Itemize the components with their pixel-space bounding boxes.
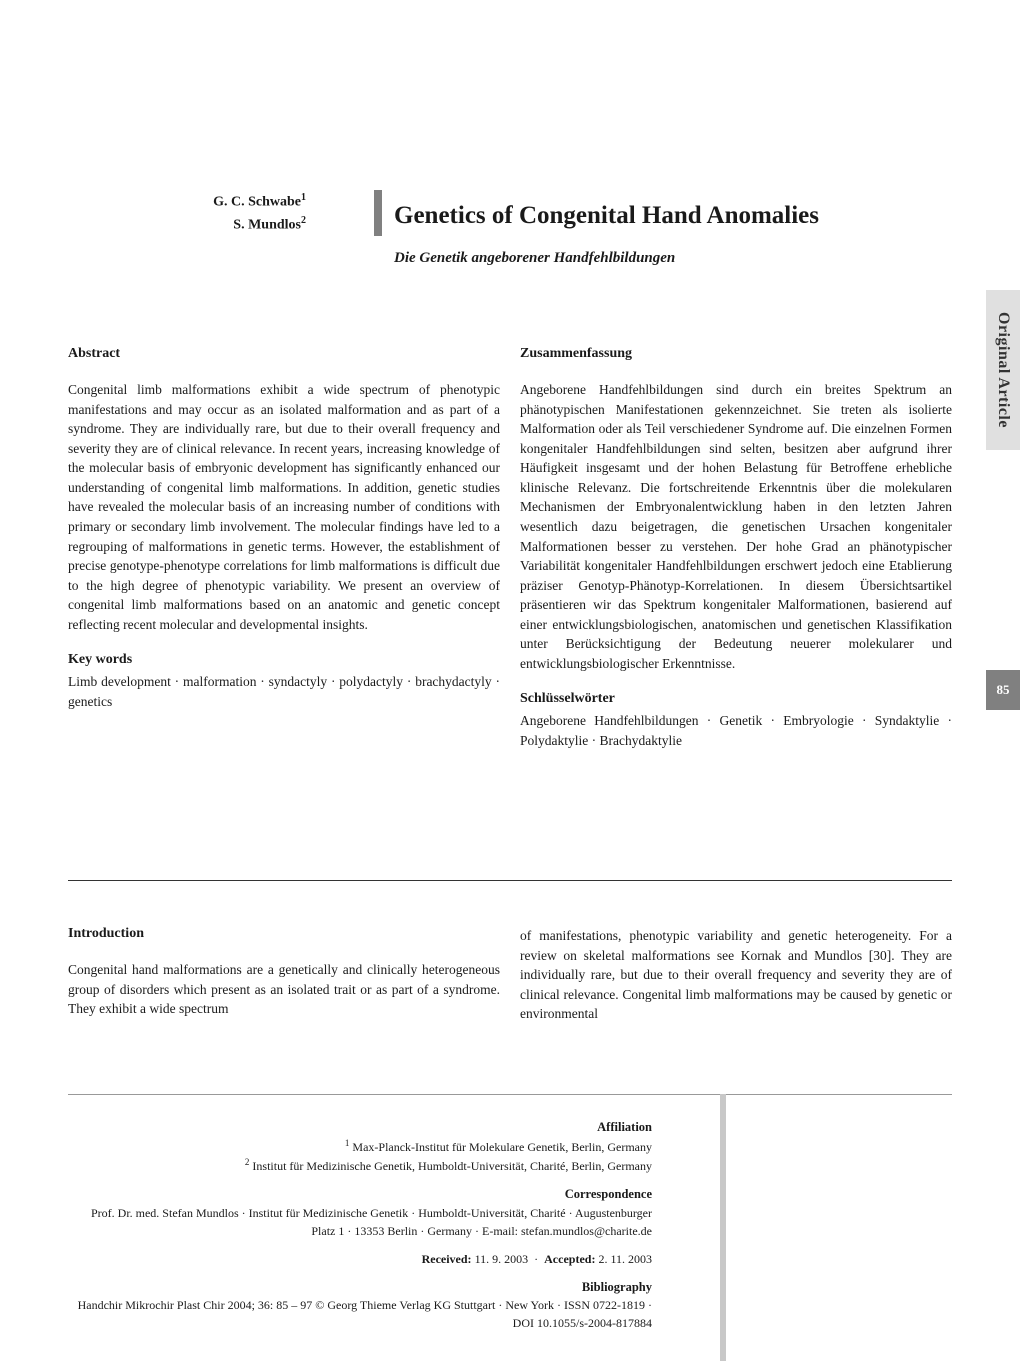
intro-col-1: Introduction Congenital hand malformatio… bbox=[68, 926, 500, 1024]
bibliography-heading: Bibliography bbox=[68, 1278, 652, 1297]
introduction-region: Introduction Congenital hand malformatio… bbox=[68, 926, 952, 1024]
keywords-body-de: Angeborene Handfehlbildungen · Genetik ·… bbox=[520, 711, 952, 750]
introduction-heading: Introduction bbox=[68, 926, 500, 942]
abstract-col-en: Abstract Congenital limb malformations e… bbox=[68, 346, 500, 751]
abstract-body: Congenital limb malformations exhibit a … bbox=[68, 380, 500, 634]
bibliography-text: Handchir Mikrochir Plast Chir 2004; 36: … bbox=[68, 1296, 652, 1332]
correspondence-heading: Correspondence bbox=[68, 1185, 652, 1204]
intro-col-2: of manifestations, phenotypic variabilit… bbox=[520, 926, 952, 1024]
section-tab: Original Article bbox=[986, 290, 1020, 450]
keywords-body-en: Limb development · malformation · syndac… bbox=[68, 672, 500, 711]
dates-line: Received: 11. 9. 2003 · Accepted: 2. 11.… bbox=[68, 1250, 652, 1268]
affiliation-heading: Affiliation bbox=[68, 1118, 652, 1137]
abstract-col-de: Zusammenfassung Angeborene Handfehlbildu… bbox=[520, 346, 952, 751]
article-title-en: Genetics of Congenital Hand Anomalies bbox=[394, 202, 819, 230]
introduction-col2-text: of manifestations, phenotypic variabilit… bbox=[520, 926, 952, 1024]
abstract-heading: Abstract bbox=[68, 346, 500, 362]
title-accent-bar bbox=[374, 190, 382, 236]
page-number-tab: 85 bbox=[986, 670, 1020, 710]
article-footer: Affiliation 1 Max-Planck-Institut für Mo… bbox=[68, 1108, 952, 1332]
keywords-heading-de: Schlüsselwörter bbox=[520, 691, 952, 707]
article-header: G. C. Schwabe1 S. Mundlos2 Genetics of C… bbox=[68, 190, 952, 235]
author-1: G. C. Schwabe1 bbox=[68, 190, 306, 213]
introduction-col1-text: Congenital hand malformations are a gene… bbox=[68, 960, 500, 1019]
article-title-de: Die Genetik angeborener Handfehlbildunge… bbox=[394, 250, 675, 267]
author-2: S. Mundlos2 bbox=[68, 213, 306, 236]
affiliation-2: 2 Institut für Medizinische Genetik, Hum… bbox=[68, 1156, 652, 1175]
section-tab-label: Original Article bbox=[994, 312, 1012, 428]
correspondence-text: Prof. Dr. med. Stefan Mundlos · Institut… bbox=[68, 1204, 652, 1240]
zusammenfassung-body: Angeborene Handfehlbildungen sind durch … bbox=[520, 380, 952, 673]
author-list: G. C. Schwabe1 S. Mundlos2 bbox=[68, 190, 306, 235]
keywords-heading-en: Key words bbox=[68, 652, 500, 668]
footer-divider bbox=[68, 1094, 952, 1095]
abstract-region: Abstract Congenital limb malformations e… bbox=[68, 346, 952, 751]
section-divider bbox=[68, 880, 952, 881]
zusammenfassung-heading: Zusammenfassung bbox=[520, 346, 952, 362]
page-number: 85 bbox=[997, 682, 1010, 698]
affiliation-1: 1 Max-Planck-Institut für Molekulare Gen… bbox=[68, 1137, 652, 1156]
